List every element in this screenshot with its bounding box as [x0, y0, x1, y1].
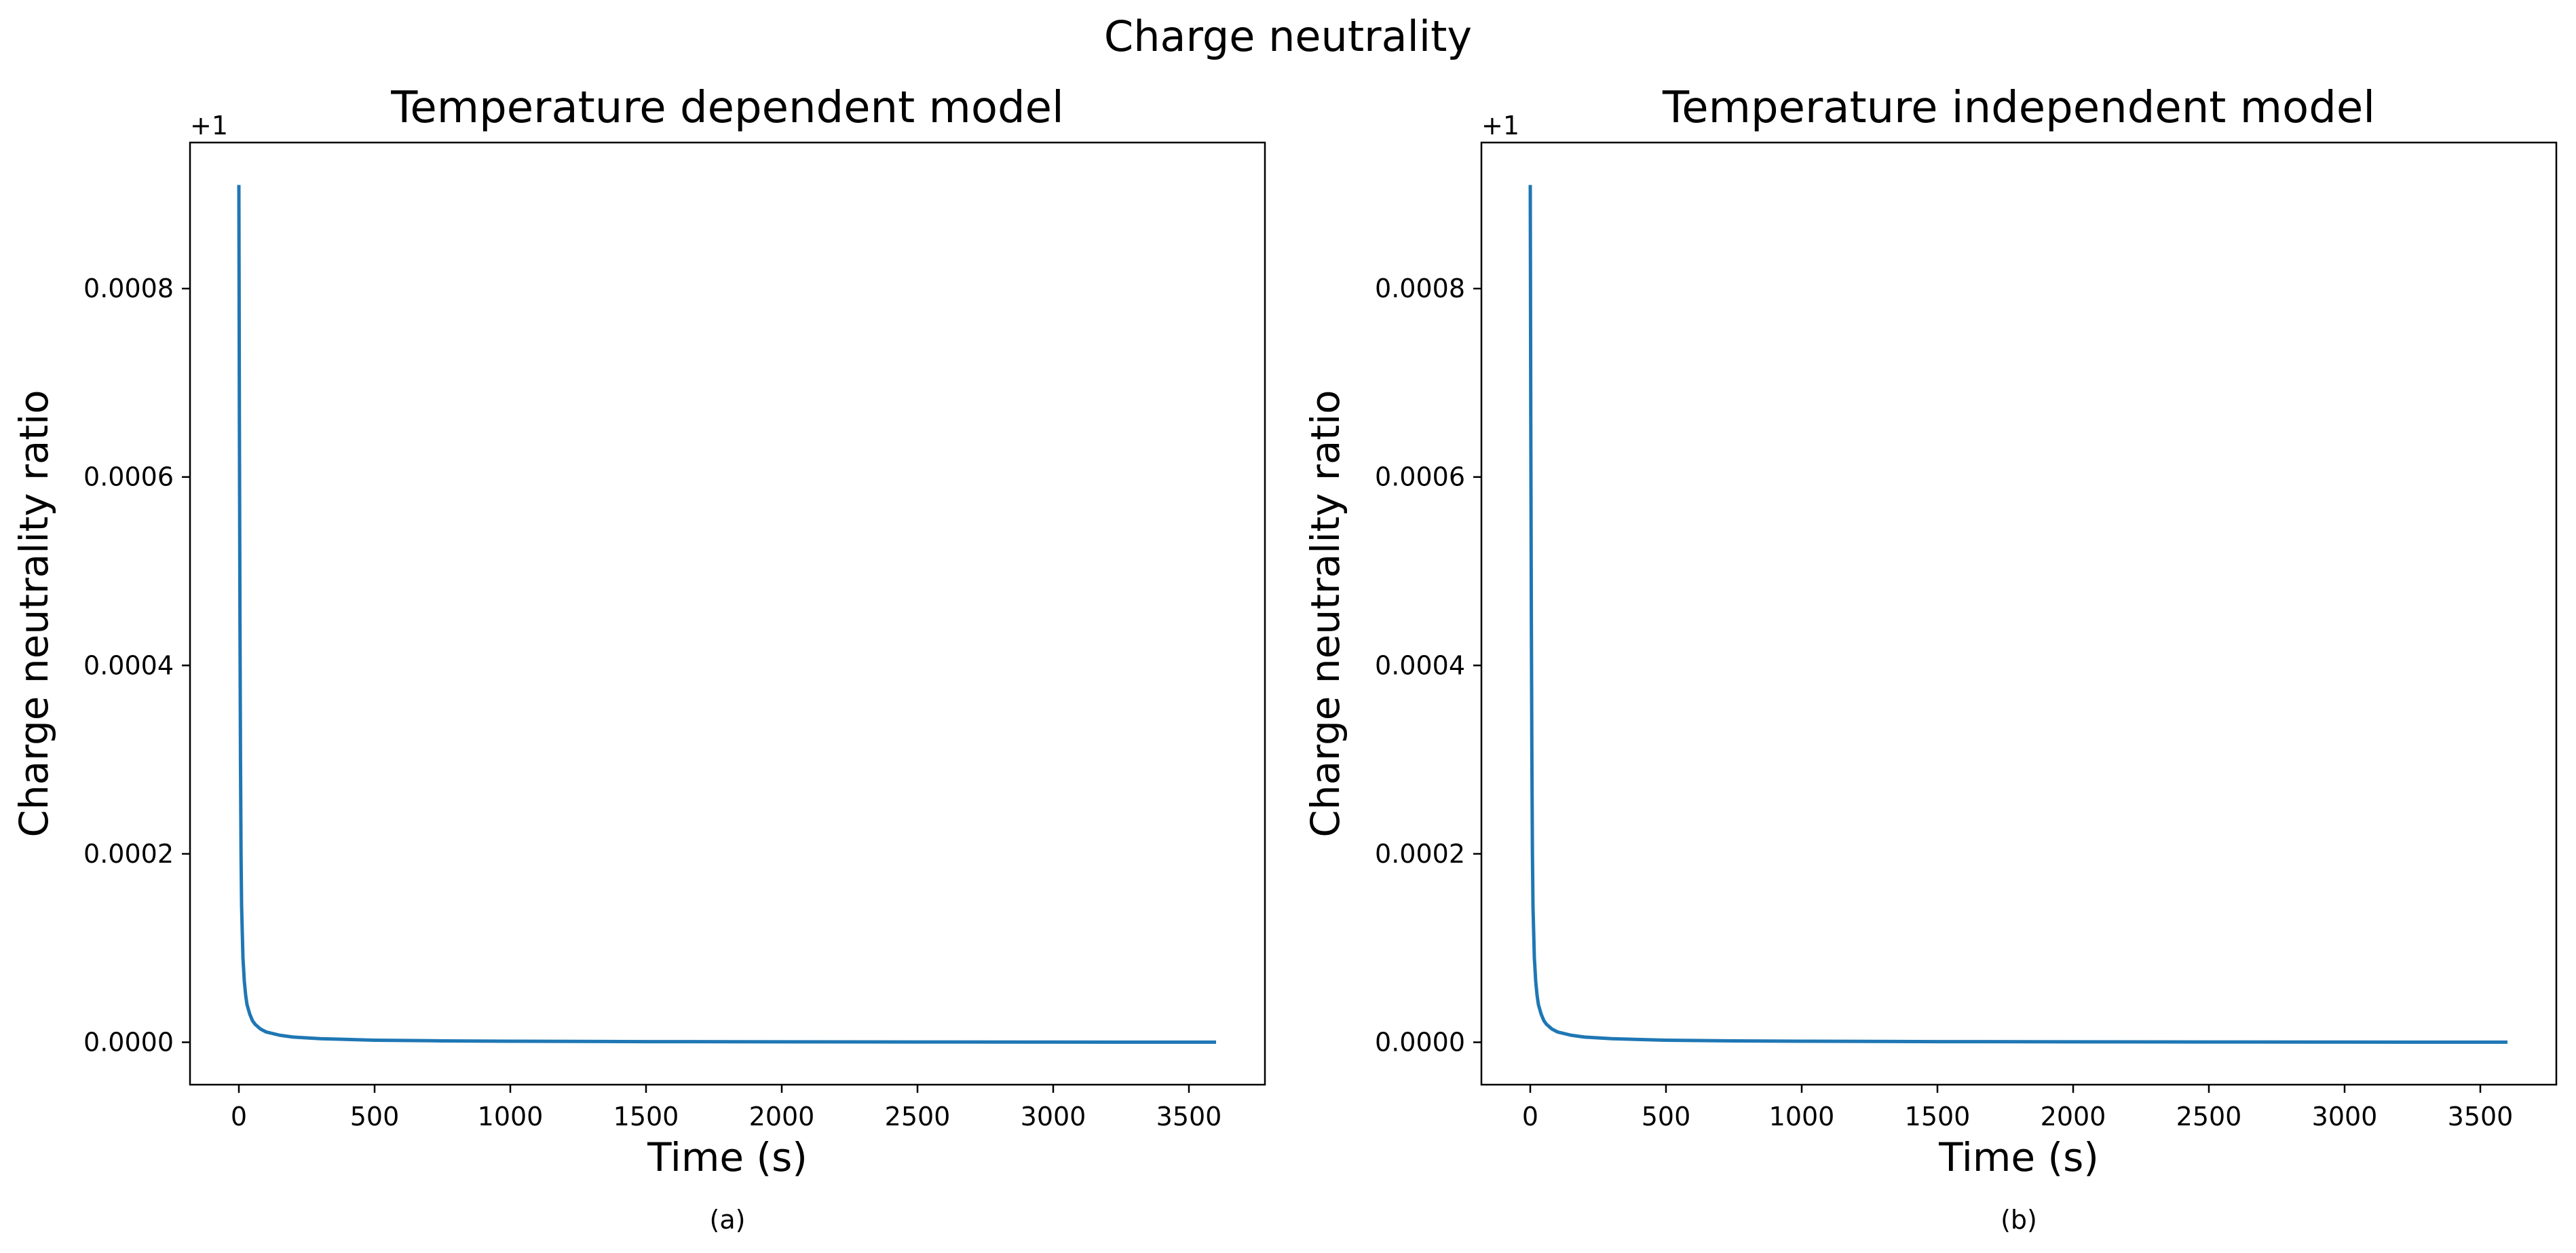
y-offset-text: +1 — [1481, 111, 1519, 141]
y-axis-label: Charge neutrality ratio — [1302, 390, 1348, 837]
panel-caption: (b) — [2001, 1205, 2037, 1235]
x-tick-label: 0 — [231, 1102, 247, 1132]
panel-a: 0 500 1000 1500 2000 2500 3000 3500 0.0000 0.0002… — [11, 83, 1266, 1235]
x-tick-label: 3000 — [1021, 1102, 1086, 1132]
panel-caption: (a) — [710, 1205, 746, 1235]
y-tick-label: 0.0006 — [83, 462, 174, 492]
x-tick-label: 1000 — [478, 1102, 544, 1132]
x-tick-label: 2500 — [885, 1102, 951, 1132]
x-tick-label: 1500 — [613, 1102, 679, 1132]
y-tick-label: 0.0000 — [83, 1028, 174, 1058]
x-tick-label: 1000 — [1769, 1102, 1835, 1132]
y-tick-label: 0.0008 — [83, 274, 174, 303]
x-axis-label: Time (s) — [647, 1134, 808, 1180]
y-tick-label: 0.0002 — [1375, 839, 1465, 869]
panel-b: 0 500 1000 1500 2000 2500 3000 3500 0.0000 0.0002… — [1302, 83, 2558, 1235]
x-tick-label: 2500 — [2176, 1102, 2242, 1132]
x-tick-label: 2000 — [749, 1102, 815, 1132]
panel-title: Temperature independent model — [1662, 83, 2375, 133]
y-axis-label: Charge neutrality ratio — [11, 390, 57, 837]
series-line-0 — [237, 185, 1217, 1044]
x-tick-label: 3500 — [2448, 1102, 2514, 1132]
y-tick-label: 0.0002 — [83, 839, 174, 869]
y-tick-label: 0.0000 — [1375, 1028, 1465, 1058]
series-line-0 — [1528, 185, 2508, 1044]
axes-frame — [1480, 141, 2558, 1086]
x-tick-label: 500 — [350, 1102, 400, 1132]
x-tick-label: 1500 — [1905, 1102, 1971, 1132]
y-offset-text: +1 — [190, 111, 228, 141]
y-tick-label: 0.0006 — [1375, 462, 1465, 492]
y-tick-label: 0.0008 — [1375, 274, 1465, 303]
figure-suptitle: Charge neutrality — [1104, 12, 1472, 61]
x-tick-label: 2000 — [2041, 1102, 2106, 1132]
x-axis-label: Time (s) — [1938, 1134, 2099, 1180]
x-tick-label: 500 — [1642, 1102, 1691, 1132]
y-tick-label: 0.0004 — [83, 650, 174, 680]
panel-title: Temperature dependent model — [390, 83, 1064, 133]
y-tick-label: 0.0004 — [1375, 650, 1465, 680]
x-tick-label: 3500 — [1156, 1102, 1222, 1132]
x-tick-label: 3000 — [2312, 1102, 2378, 1132]
axes-frame — [189, 141, 1266, 1086]
x-tick-label: 0 — [1522, 1102, 1538, 1132]
